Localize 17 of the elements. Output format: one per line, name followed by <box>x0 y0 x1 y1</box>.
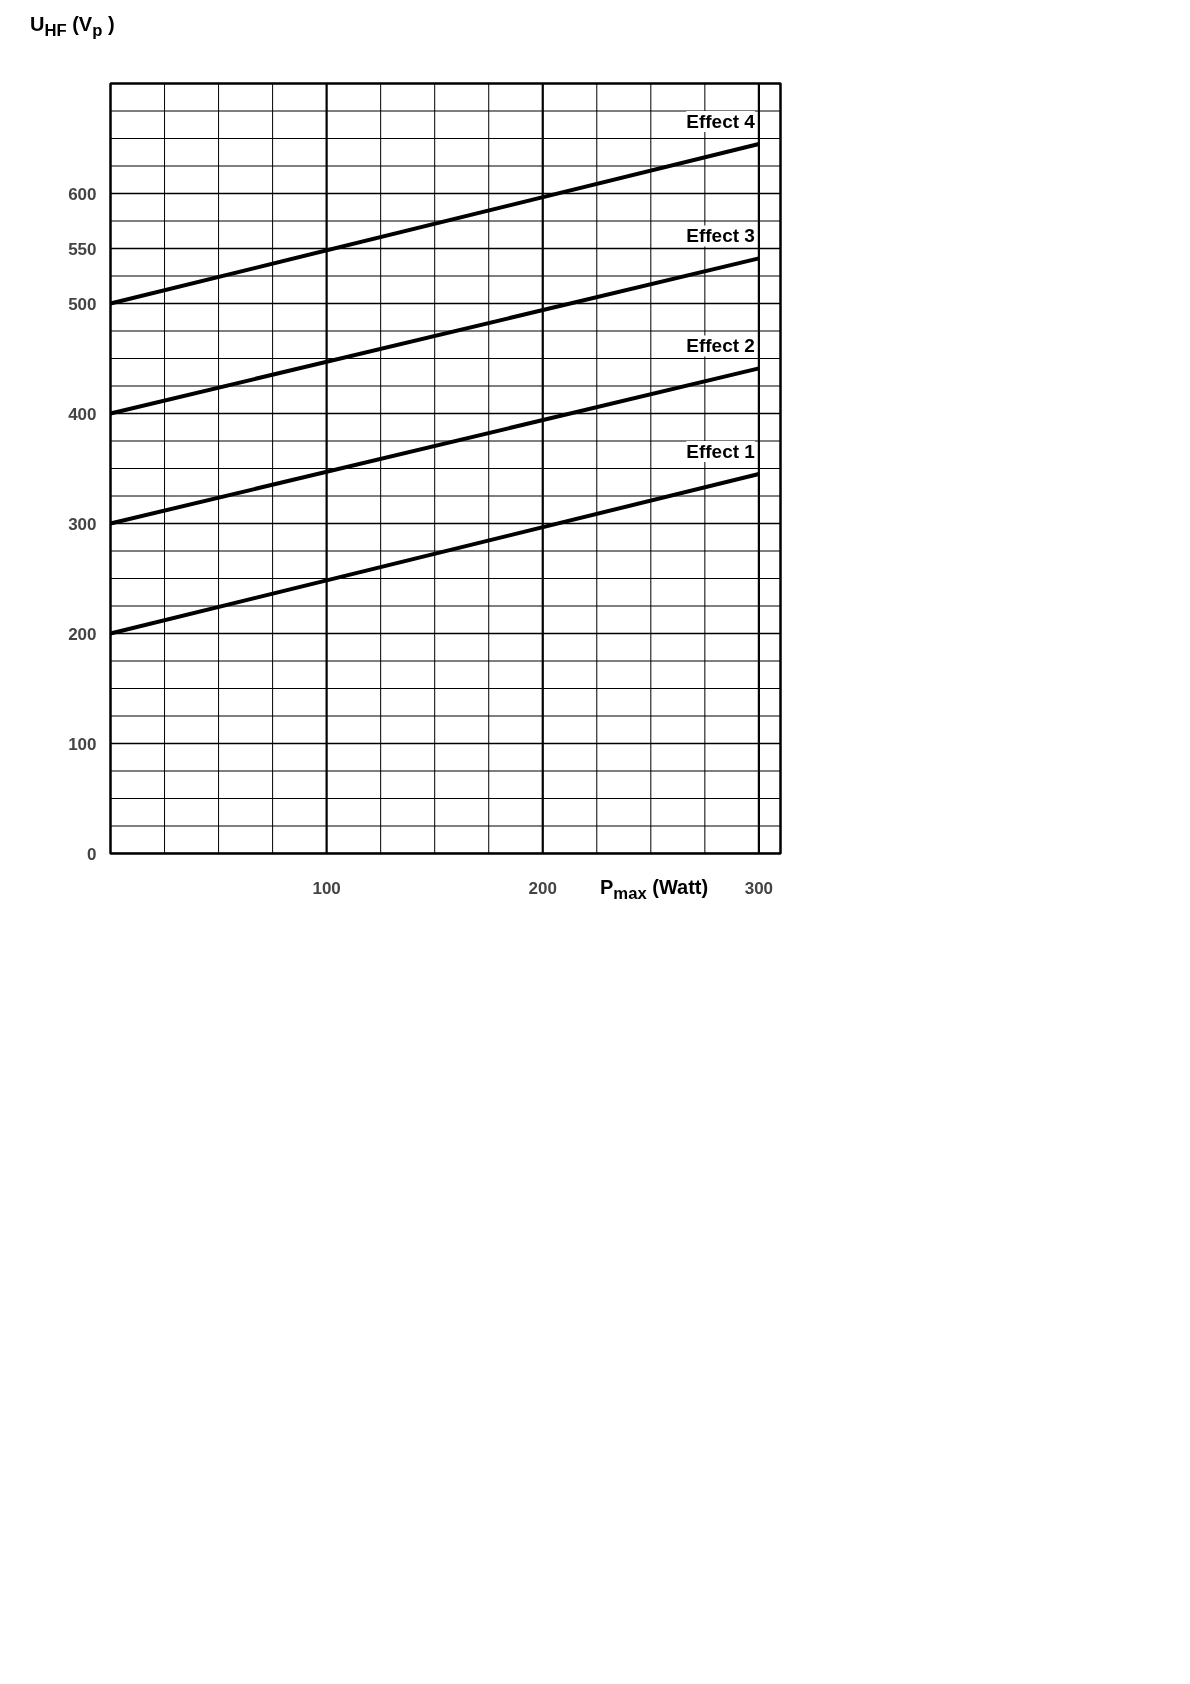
x-tick-label: 100 <box>312 878 341 898</box>
series-label: Effect 3 <box>686 225 755 247</box>
y-tick-label: 200 <box>68 624 97 644</box>
x-axis-title: P$_{max}$ (Watt) <box>600 874 709 905</box>
y-tick-label: 600 <box>68 184 97 204</box>
y-tick-label: 550 <box>68 239 97 259</box>
y-tick-label: 300 <box>68 514 97 534</box>
y-tick-label: 0 <box>87 844 97 864</box>
y-axis-title: U$_{HF}$ (V$_{p}$ ) <box>30 12 115 42</box>
x-tick-label: 200 <box>528 878 557 898</box>
series-label: Effect 1 <box>686 440 756 462</box>
x-tick-label: 300 <box>744 878 774 898</box>
series-label: Effect 4 <box>686 110 756 132</box>
series-label: Effect 2 <box>686 335 755 357</box>
y-tick-label: 400 <box>68 404 97 424</box>
y-tick-label: 500 <box>68 294 97 314</box>
y-tick-label: 100 <box>68 734 97 754</box>
